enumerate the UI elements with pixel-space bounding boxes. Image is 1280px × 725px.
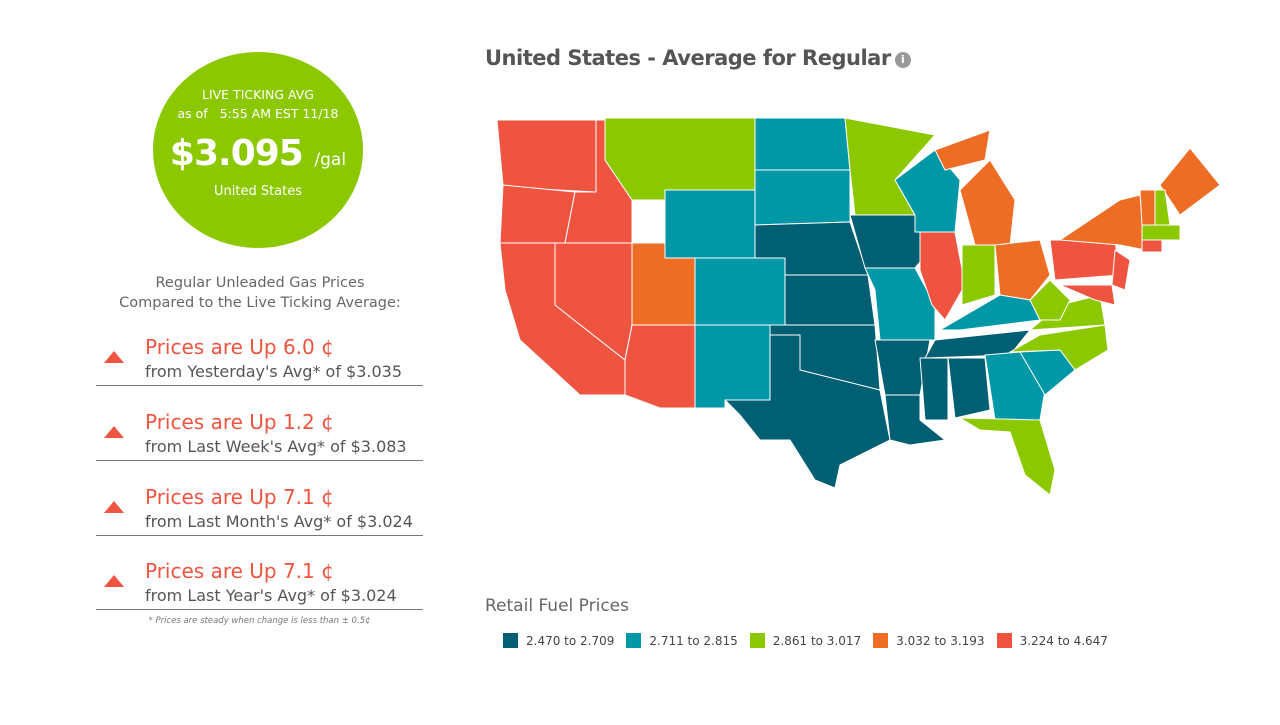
state-wa[interactable] [496, 119, 597, 193]
legend-swatch [503, 633, 518, 648]
info-icon[interactable]: i [894, 52, 911, 68]
comparison-last-week: Prices are Up 1.2 ¢ from Last Week's Avg*… [96, 410, 423, 461]
legend-label: 3.032 to 3.193 [896, 633, 985, 648]
comparison-last-year: Prices are Up 7.1 ¢ from Last Year's Avg*… [96, 559, 423, 610]
legend-swatch [873, 633, 889, 648]
change-text: Prices are Up 7.1 ¢ [145, 559, 334, 583]
footnote: * Prices are steady when change is less … [148, 616, 371, 626]
compare-heading: Regular Unleaded Gas Prices Compared to … [90, 273, 430, 313]
state-wy[interactable] [664, 189, 756, 259]
legend-swatch [749, 633, 765, 648]
legend-item: 2.470 to 2.709 [503, 633, 614, 648]
legend-item: 2.861 to 3.017 [749, 633, 862, 648]
legend-label: 3.224 to 4.647 [1019, 633, 1108, 648]
price-unit: /gal [314, 150, 347, 170]
state-vt[interactable] [1139, 189, 1156, 226]
from-text: from Last Week's Avg* of $3.083 [145, 437, 407, 456]
legend-item: 3.224 to 4.647 [996, 633, 1108, 648]
legend-swatch [996, 633, 1012, 648]
legend-item: 3.032 to 3.193 [873, 633, 985, 648]
comparison-yesterday: Prices are Up 6.0 ¢ from Yesterday's Avg*… [96, 335, 423, 386]
state-al[interactable] [947, 357, 991, 419]
legend-swatch [626, 633, 642, 648]
state-me[interactable] [1159, 147, 1221, 216]
compare-heading-line: Compared to the Live Ticking Average: [119, 295, 401, 311]
from-text: from Last Year's Avg* of $3.024 [145, 586, 397, 605]
comparison-last-month: Prices are Up 7.1 ¢ from Last Month's Avg… [96, 485, 423, 536]
state-mi-upper[interactable] [934, 129, 991, 171]
state-ks[interactable] [784, 274, 876, 326]
up-arrow-icon [104, 351, 124, 363]
state-or[interactable] [499, 184, 576, 244]
state-nc[interactable] [1009, 324, 1109, 371]
state-nj[interactable] [1111, 249, 1131, 291]
state-ma[interactable] [1141, 224, 1181, 241]
legend-item: 2.711 to 2.815 [626, 633, 738, 648]
live-average-badge: LIVE TICKING AVG as of 5:55 AM EST 11/18… [153, 52, 363, 248]
state-sd[interactable] [754, 169, 851, 226]
change-text: Prices are Up 1.2 ¢ [145, 410, 334, 434]
legend-label: 2.861 to 3.017 [772, 633, 862, 648]
as-of-prefix: as of [177, 106, 208, 121]
state-tx[interactable] [724, 334, 891, 489]
live-label: LIVE TICKING AVG [201, 87, 314, 102]
state-oh[interactable] [994, 239, 1051, 301]
change-text: Prices are Up 7.1 ¢ [145, 485, 334, 509]
live-price: $3.095 [169, 133, 304, 174]
state-pa[interactable] [1049, 239, 1121, 281]
region-label: United States [213, 184, 303, 199]
up-arrow-icon [104, 575, 124, 587]
map-title: United States - Average for Regular i [485, 46, 911, 70]
state-md[interactable] [1059, 284, 1116, 306]
legend-label: 2.711 to 2.815 [649, 633, 738, 648]
state-ct[interactable] [1141, 239, 1163, 253]
from-text: from Last Month's Avg* of $3.024 [145, 512, 413, 531]
from-text: from Yesterday's Avg* of $3.035 [145, 362, 403, 381]
state-co[interactable] [694, 257, 786, 326]
state-wv[interactable] [1029, 279, 1071, 321]
state-nm[interactable] [694, 324, 771, 409]
change-text: Prices are Up 6.0 ¢ [145, 335, 334, 359]
state-ms[interactable] [919, 357, 949, 421]
up-arrow-icon [104, 426, 124, 438]
state-fl[interactable] [959, 417, 1056, 496]
up-arrow-icon [104, 501, 124, 513]
state-nd[interactable] [754, 117, 851, 171]
state-il[interactable] [919, 231, 966, 321]
state-in[interactable] [961, 244, 996, 306]
legend-title: Retail Fuel Prices [485, 596, 629, 616]
state-mt[interactable] [604, 117, 756, 201]
legend: 2.470 to 2.709 2.711 to 2.815 2.861 to 3… [503, 633, 1120, 648]
map-title-text: United States - Average for Regular [485, 46, 891, 70]
state-la[interactable] [884, 394, 946, 446]
state-az[interactable] [624, 324, 696, 409]
compare-heading-line: Regular Unleaded Gas Prices [155, 275, 365, 291]
legend-label: 2.470 to 2.709 [526, 633, 615, 648]
as-of-time: 5:55 AM EST 11/18 [219, 106, 339, 121]
state-mi[interactable] [959, 159, 1016, 246]
